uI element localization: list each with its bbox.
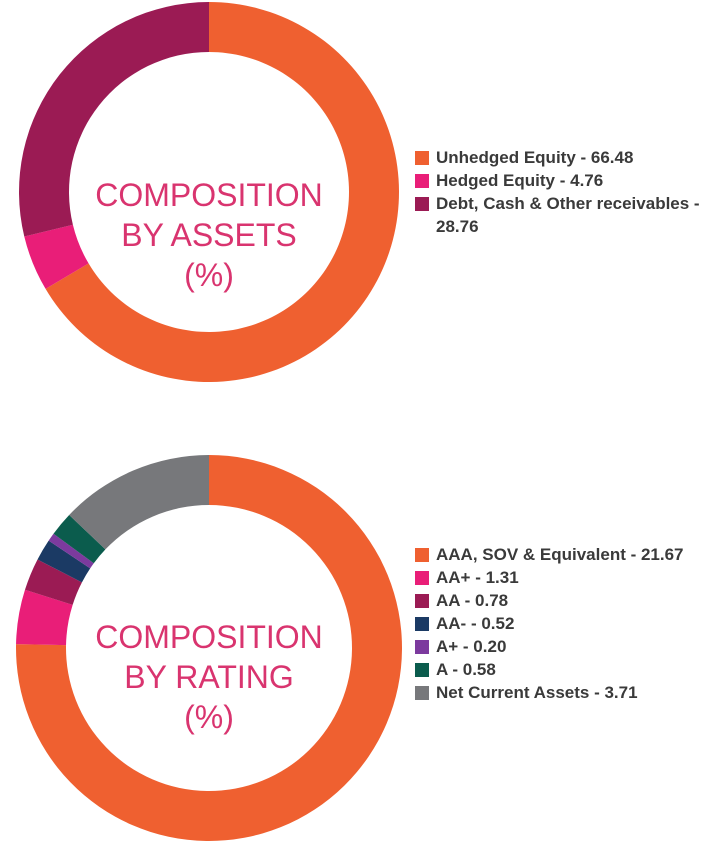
legend-item: A - 0.58: [415, 658, 715, 681]
legend-item: AA- - 0.52: [415, 612, 715, 635]
legend-label: Hedged Equity - 4.76: [436, 171, 604, 190]
legend-item: Hedged Equity - 4.76: [415, 169, 715, 192]
rating-composition-chart: COMPOSITION BY RATING (%) AAA, SOV & Equ…: [0, 440, 720, 854]
legend-item: A+ - 0.20: [415, 635, 715, 658]
legend-label: AA+ - 1.31: [436, 568, 519, 587]
rating-donut: COMPOSITION BY RATING (%): [16, 455, 403, 841]
center-label-line-1: COMPOSITION: [95, 619, 323, 655]
legend-label: AA - 0.78: [436, 591, 509, 610]
assets-legend: Unhedged Equity - 66.48 Hedged Equity - …: [415, 146, 715, 238]
legend-label: Unhedged Equity - 66.48: [436, 148, 634, 167]
legend-label: AA- - 0.52: [436, 614, 515, 633]
assets-donut: COMPOSITION BY ASSETS (%): [18, 2, 399, 382]
slice-4: [48, 533, 94, 569]
slice-3: [37, 540, 91, 583]
legend-label: Debt, Cash & Other receivables - 28.76: [436, 194, 700, 236]
legend-swatch: [415, 197, 429, 211]
legend-swatch: [415, 548, 429, 562]
slice-2: [18, 2, 209, 237]
legend-swatch: [415, 686, 429, 700]
legend-swatch: [415, 571, 429, 585]
legend-item: AA - 0.78: [415, 589, 715, 612]
center-label-line-2: BY ASSETS: [121, 217, 297, 253]
legend-label: A - 0.58: [436, 660, 496, 679]
center-label-line-3: (%): [184, 257, 234, 293]
assets-composition-chart: COMPOSITION BY ASSETS (%) Unhedged Equit…: [0, 0, 720, 420]
legend-item: Unhedged Equity - 66.48: [415, 146, 715, 169]
legend-item: Debt, Cash & Other receivables - 28.76: [415, 192, 715, 238]
legend-swatch: [415, 663, 429, 677]
legend-label: A+ - 0.20: [436, 637, 507, 656]
slice-2: [24, 559, 82, 605]
rating-legend: AAA, SOV & Equivalent - 21.67 AA+ - 1.31…: [415, 543, 715, 704]
slice-1: [16, 589, 73, 646]
legend-label: AAA, SOV & Equivalent - 21.67: [436, 545, 684, 564]
legend-swatch: [415, 594, 429, 608]
legend-item: AA+ - 1.31: [415, 566, 715, 589]
slice-6: [69, 455, 210, 550]
legend-swatch: [415, 640, 429, 654]
legend-swatch: [415, 151, 429, 165]
center-label-line-3: (%): [184, 699, 234, 735]
legend-swatch: [415, 617, 429, 631]
legend-item: AAA, SOV & Equivalent - 21.67: [415, 543, 715, 566]
center-label-line-2: BY RATING: [124, 659, 294, 695]
legend-swatch: [415, 174, 429, 188]
legend-item: Net Current Assets - 3.71: [415, 681, 715, 704]
center-label-line-1: COMPOSITION: [95, 177, 323, 213]
legend-label: Net Current Assets - 3.71: [436, 683, 638, 702]
slice-5: [53, 514, 106, 564]
slice-1: [24, 224, 89, 289]
